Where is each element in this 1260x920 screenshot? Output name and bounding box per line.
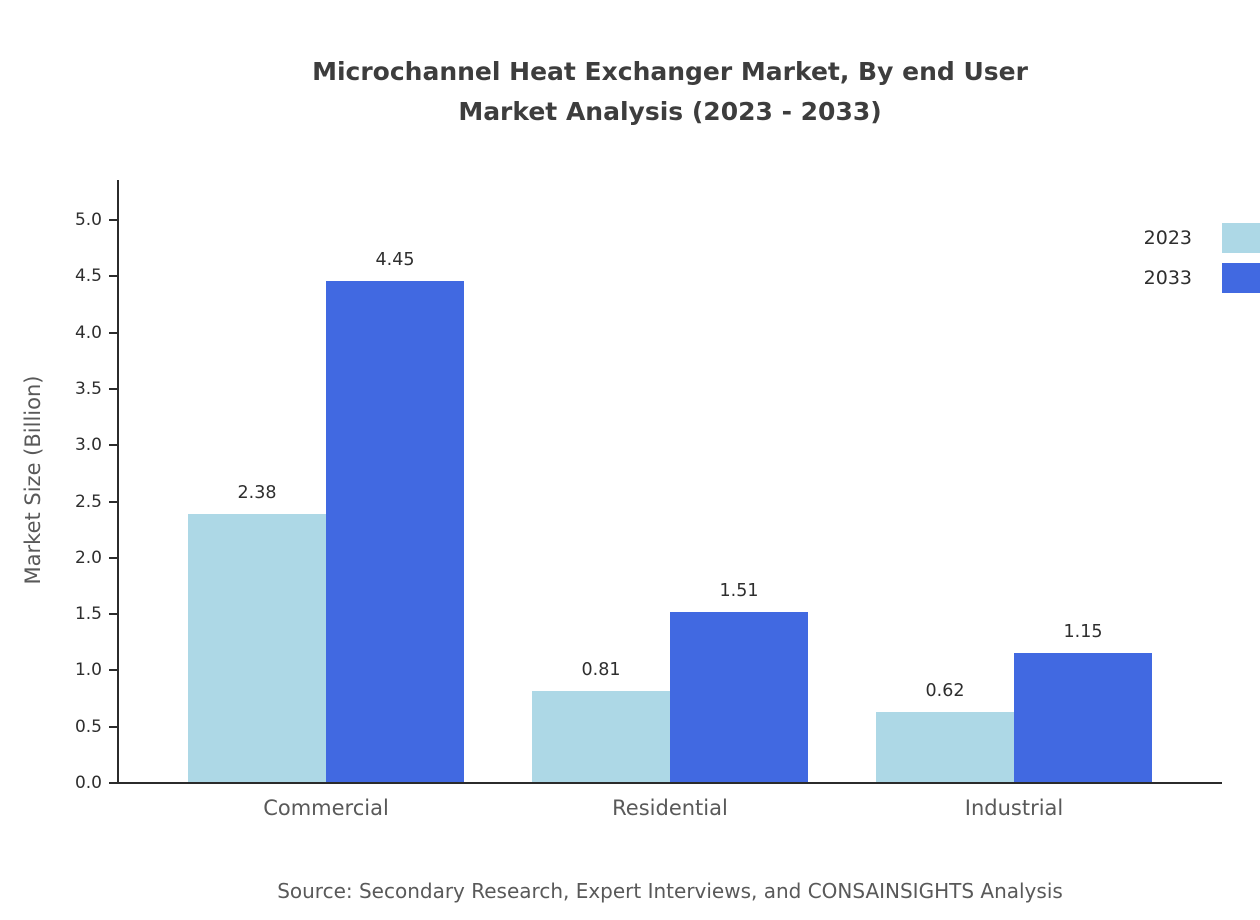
x-category-label: Industrial bbox=[964, 796, 1064, 820]
y-tick-mark bbox=[109, 331, 117, 334]
bar-value-label: 0.62 bbox=[925, 681, 965, 702]
bar-value-label: 2.38 bbox=[237, 483, 277, 503]
y-tick-label: 0.5 bbox=[74, 716, 102, 737]
bar-2023-commercial bbox=[188, 514, 326, 782]
bar-value-label: 4.45 bbox=[375, 249, 415, 270]
x-category-label: Residential bbox=[612, 796, 728, 820]
y-tick-label: 5.0 bbox=[74, 210, 102, 230]
bar-2023-industrial bbox=[876, 712, 1014, 782]
y-tick-mark bbox=[109, 725, 117, 728]
legend-label-2023: 2023 bbox=[1143, 227, 1192, 249]
y-tick-mark bbox=[109, 613, 117, 616]
y-tick-mark bbox=[109, 782, 117, 784]
legend-swatch-2033 bbox=[1222, 263, 1260, 293]
y-axis-line bbox=[117, 180, 119, 784]
legend-label-2033: 2033 bbox=[1143, 267, 1192, 289]
y-tick-mark bbox=[109, 669, 117, 672]
source-note: Source: Secondary Research, Expert Inter… bbox=[277, 879, 1063, 903]
y-tick-mark bbox=[109, 387, 117, 390]
bar-value-label: 0.81 bbox=[581, 659, 621, 680]
bar-value-label: 1.15 bbox=[1063, 621, 1103, 642]
y-tick-label: 3.0 bbox=[74, 435, 102, 456]
y-tick-label: 4.5 bbox=[74, 266, 102, 287]
x-category-label: Commercial bbox=[263, 796, 389, 820]
bar-2023-residential bbox=[532, 690, 670, 782]
chart-title: Microchannel Heat Exchanger Market, By e… bbox=[118, 52, 1222, 132]
bar-value-label: 1.51 bbox=[719, 580, 759, 601]
y-tick-label: 2.5 bbox=[74, 491, 102, 512]
bar-2033-residential bbox=[670, 611, 808, 782]
y-tick-mark bbox=[109, 275, 117, 278]
chart-title-line1: Microchannel Heat Exchanger Market, By e… bbox=[312, 57, 1028, 86]
y-tick-label: 2.0 bbox=[74, 547, 102, 568]
y-tick-label: 1.5 bbox=[74, 604, 102, 625]
y-tick-mark bbox=[109, 500, 117, 503]
y-tick-label: 0.0 bbox=[74, 773, 102, 793]
legend-swatch-2023 bbox=[1222, 223, 1260, 253]
y-tick-label: 4.0 bbox=[74, 322, 102, 343]
bar-2033-industrial bbox=[1014, 652, 1152, 782]
bar-2033-commercial bbox=[326, 280, 464, 782]
y-tick-label: 1.0 bbox=[74, 660, 102, 681]
chart-title-line2: Market Analysis (2023 - 2033) bbox=[458, 97, 882, 126]
y-tick-mark bbox=[109, 219, 117, 221]
y-tick-label: 3.5 bbox=[74, 378, 102, 399]
y-tick-mark bbox=[109, 444, 117, 447]
x-axis-line bbox=[117, 782, 1222, 784]
y-tick-mark bbox=[109, 556, 117, 559]
